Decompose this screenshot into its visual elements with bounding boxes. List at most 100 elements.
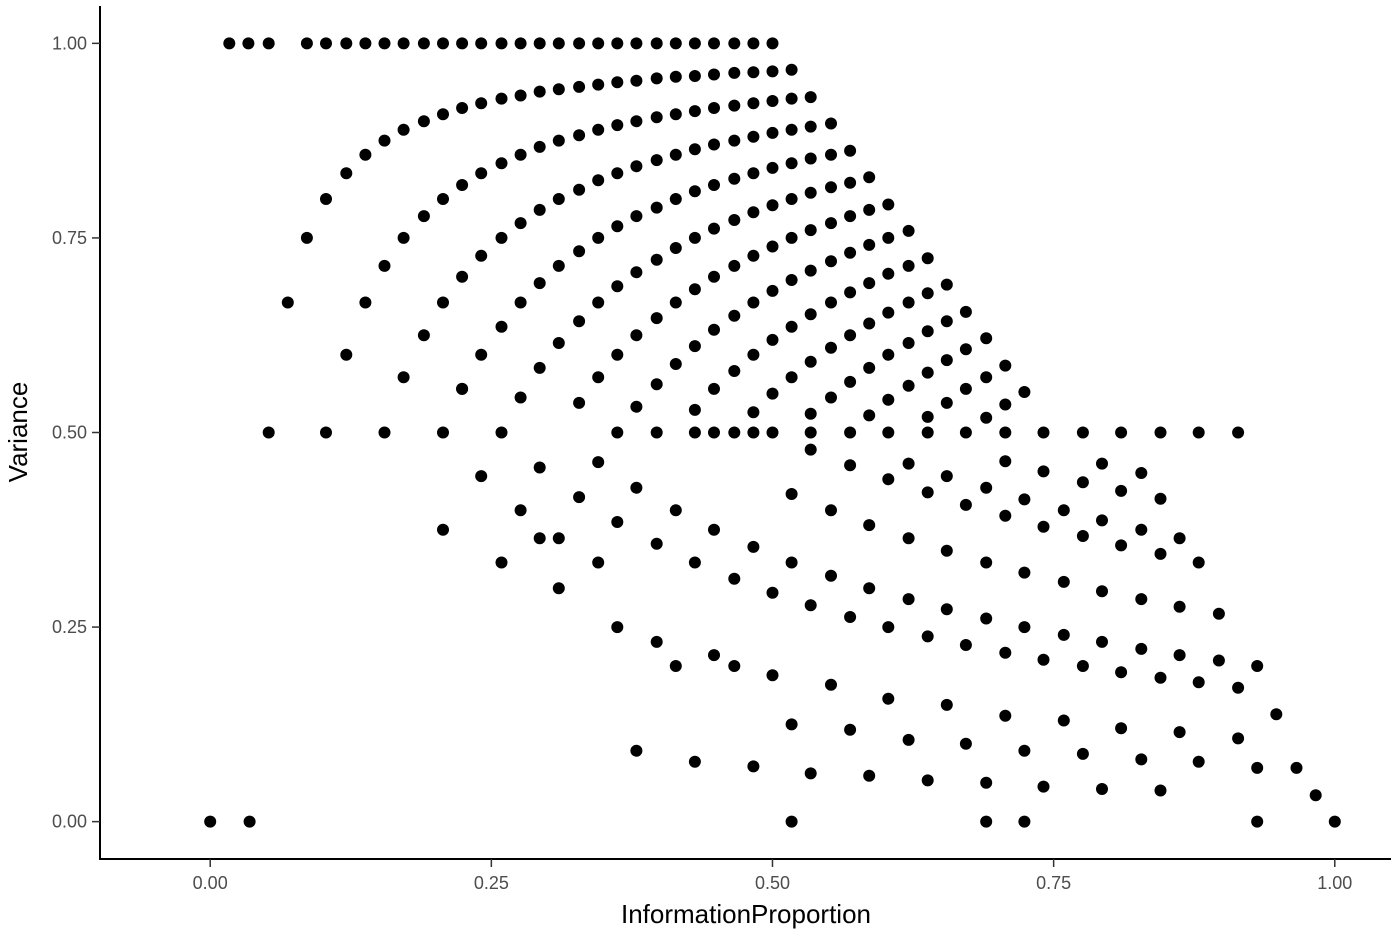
data-point	[766, 199, 779, 212]
data-point	[300, 37, 313, 50]
data-point	[688, 426, 701, 439]
data-point	[785, 274, 798, 286]
data-point	[630, 160, 643, 173]
data-point	[514, 89, 527, 102]
data-point	[804, 224, 817, 237]
x-tick-label: 0.25	[474, 873, 509, 893]
data-point	[863, 582, 876, 595]
data-point	[1251, 660, 1264, 672]
data-point	[804, 426, 817, 439]
data-point	[1173, 649, 1186, 662]
data-point	[804, 767, 817, 780]
data-point	[747, 406, 760, 419]
data-point	[999, 455, 1012, 468]
data-point	[1076, 747, 1089, 760]
data-point	[514, 217, 527, 230]
data-point	[611, 280, 624, 293]
data-point	[650, 72, 663, 85]
data-point	[766, 586, 779, 599]
data-point	[1076, 660, 1089, 672]
data-point	[708, 37, 720, 50]
data-point	[1037, 465, 1050, 478]
data-point	[785, 92, 798, 105]
data-point	[747, 130, 760, 143]
data-point	[747, 348, 760, 361]
data-point	[475, 167, 488, 180]
data-point	[552, 37, 565, 50]
data-point	[766, 65, 779, 78]
data-point	[921, 630, 934, 643]
x-tick-label: 1.00	[1317, 873, 1352, 893]
data-point	[708, 382, 720, 395]
data-point	[863, 519, 876, 532]
data-point	[785, 231, 798, 244]
data-point	[552, 337, 565, 349]
data-point	[242, 37, 255, 50]
data-point	[863, 409, 876, 422]
data-point	[1212, 654, 1225, 667]
y-axis-ticks: 0.00 0.25 0.50 0.75 1.00	[52, 33, 100, 832]
data-point	[747, 426, 760, 439]
data-point	[1115, 666, 1128, 679]
data-point	[650, 37, 663, 50]
y-tick-label: 0.50	[52, 423, 87, 443]
data-point	[573, 183, 586, 196]
data-point	[475, 249, 488, 262]
data-point	[785, 488, 798, 500]
data-point	[728, 172, 741, 185]
data-point	[708, 222, 720, 235]
data-point	[611, 348, 624, 361]
data-point	[417, 210, 430, 223]
data-point	[825, 341, 837, 354]
data-point	[844, 459, 857, 472]
data-point	[650, 378, 663, 391]
data-point	[552, 532, 565, 545]
data-point	[902, 296, 915, 309]
data-point	[804, 308, 817, 321]
data-point	[592, 556, 605, 569]
data-point	[669, 296, 682, 309]
data-point	[397, 37, 410, 50]
data-point	[669, 148, 682, 161]
data-point	[959, 426, 972, 439]
data-point	[592, 174, 605, 187]
data-point	[708, 138, 720, 151]
data-point	[533, 37, 546, 50]
data-point	[300, 231, 313, 244]
data-point	[940, 698, 953, 711]
data-point	[1018, 744, 1031, 757]
data-point	[688, 185, 701, 198]
data-point	[825, 504, 837, 517]
data-point	[1212, 607, 1225, 620]
data-point	[688, 231, 701, 244]
data-point	[1115, 484, 1128, 497]
data-point	[1328, 815, 1341, 828]
data-point	[844, 246, 857, 259]
data-point	[533, 532, 546, 545]
data-point	[728, 214, 741, 226]
data-point	[1135, 642, 1148, 655]
data-point	[844, 611, 857, 623]
data-point	[1115, 722, 1128, 735]
data-point	[669, 70, 682, 83]
data-point	[495, 426, 508, 439]
data-point	[747, 249, 760, 262]
data-point	[766, 426, 779, 439]
data-point	[980, 612, 993, 625]
y-axis-title: Variance	[3, 382, 33, 483]
data-point	[882, 198, 895, 211]
data-point	[785, 718, 798, 731]
data-point	[688, 70, 701, 82]
x-tick-label: 0.00	[193, 873, 228, 893]
data-point	[1135, 753, 1148, 766]
data-point	[592, 78, 605, 91]
data-point	[728, 309, 741, 322]
data-point	[863, 203, 876, 216]
data-point	[630, 210, 643, 223]
data-point	[1018, 493, 1031, 506]
data-point	[882, 473, 895, 486]
data-point	[747, 540, 760, 553]
data-point	[1076, 530, 1089, 542]
data-point	[747, 37, 760, 50]
data-point	[378, 134, 391, 147]
